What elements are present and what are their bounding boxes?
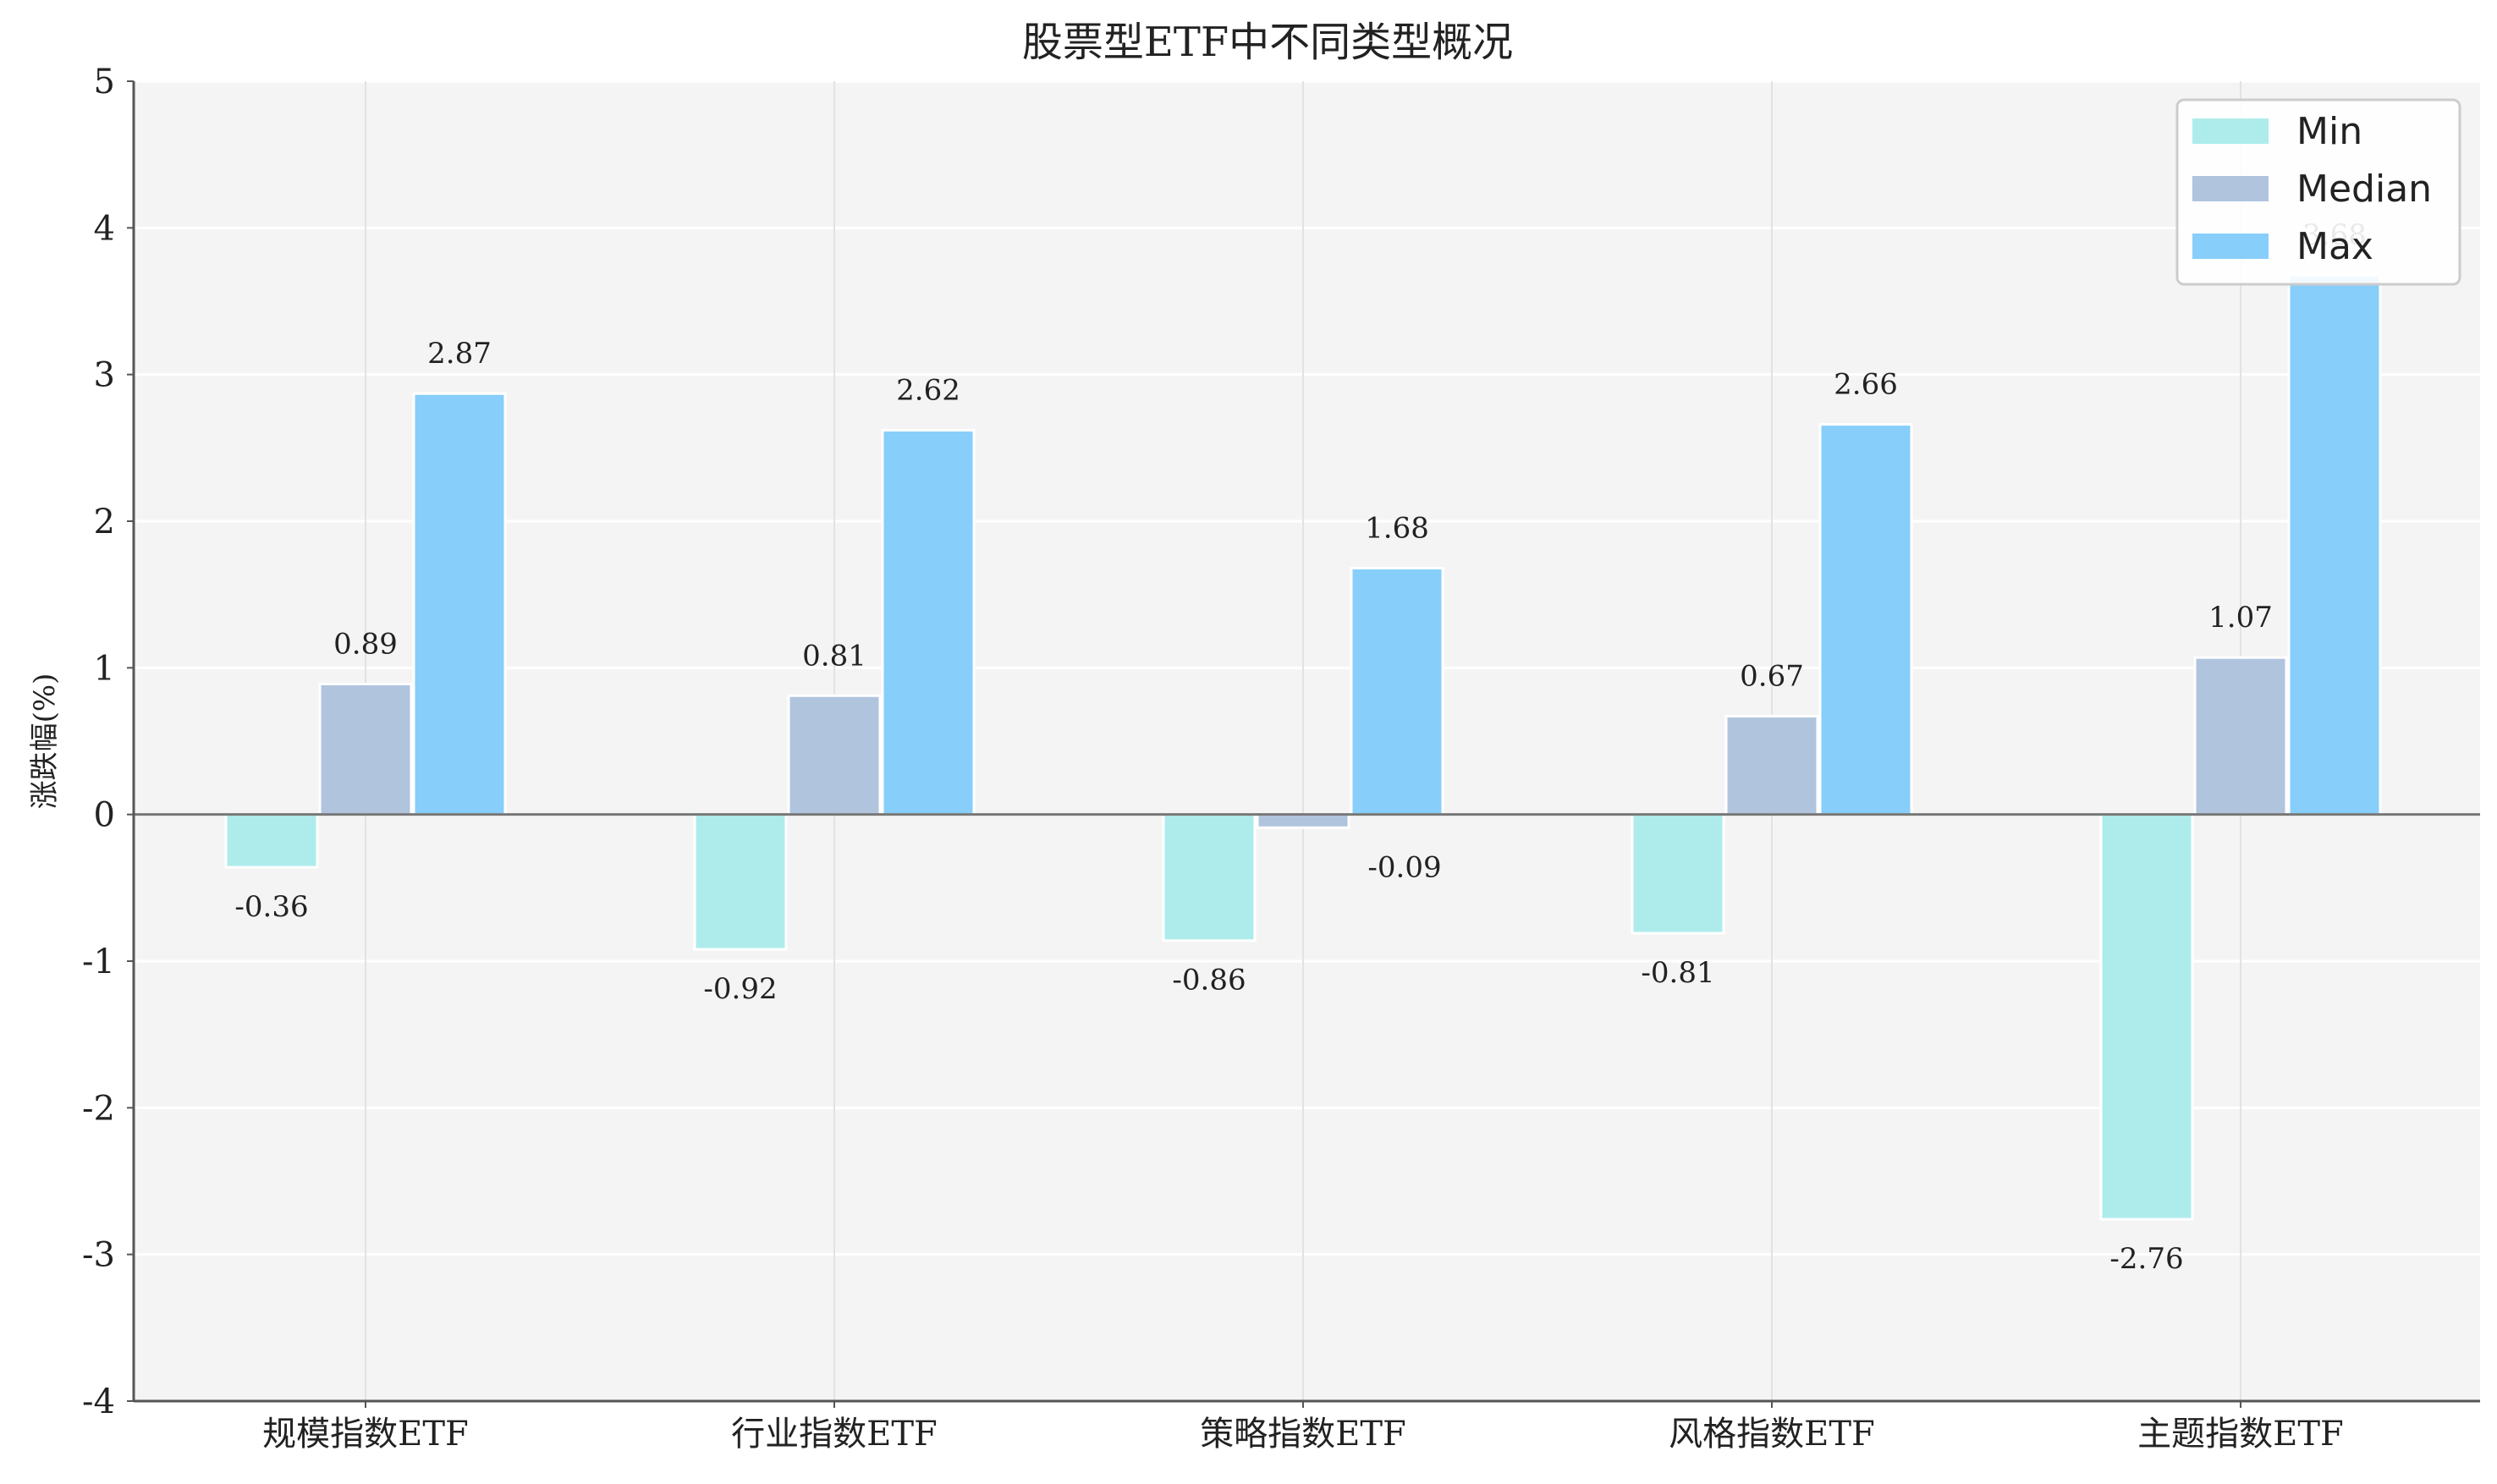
bar-min bbox=[693, 813, 788, 951]
data-label: -0.09 bbox=[1367, 850, 1441, 884]
plot-area bbox=[134, 81, 2480, 1401]
y-tick-label: 5 bbox=[94, 63, 115, 102]
data-label: 2.87 bbox=[427, 337, 492, 371]
bar-median bbox=[318, 682, 413, 816]
y-tick-label: 2 bbox=[94, 503, 115, 541]
bar-min bbox=[2099, 813, 2194, 1221]
y-tick-label: 1 bbox=[94, 649, 115, 688]
bar-max bbox=[1350, 566, 1444, 816]
bar-max bbox=[2287, 273, 2382, 816]
legend-label: Max bbox=[2296, 225, 2373, 268]
legend-swatch bbox=[2192, 118, 2269, 144]
bar-max bbox=[1818, 423, 1913, 816]
bar-min bbox=[1162, 813, 1257, 943]
legend-swatch bbox=[2192, 234, 2269, 259]
x-tick-label: 行业指数ETF bbox=[731, 1415, 938, 1454]
legend-label: Median bbox=[2296, 168, 2432, 211]
data-label: -0.36 bbox=[234, 890, 308, 924]
y-tick-label: -4 bbox=[82, 1382, 115, 1421]
bar-median bbox=[2193, 656, 2288, 816]
data-label: -0.86 bbox=[1172, 964, 1246, 998]
bar-min bbox=[1631, 813, 1725, 935]
data-label: 0.81 bbox=[802, 639, 866, 673]
bars-layer bbox=[224, 273, 2382, 1221]
y-tick-label: -2 bbox=[82, 1089, 115, 1128]
bar-median bbox=[1724, 715, 1819, 816]
x-tick-label: 主题指数ETF bbox=[2137, 1415, 2344, 1454]
y-tick-label: 0 bbox=[94, 796, 115, 835]
bar-max bbox=[881, 429, 976, 816]
bar-min bbox=[224, 813, 319, 869]
data-label: -0.81 bbox=[1641, 956, 1714, 990]
legend-label: Min bbox=[2296, 110, 2362, 153]
axes-layer: -4 -3 -2 -1 0 1 2 3 4 5 规模指数ETF 行业指数ETF 策略指数ETF 风格指数E… bbox=[82, 63, 2480, 1454]
y-tick-label: -1 bbox=[82, 943, 115, 981]
y-tick-label: -3 bbox=[82, 1236, 115, 1275]
bar-median bbox=[787, 694, 882, 816]
x-tick-label: 风格指数ETF bbox=[1669, 1415, 1875, 1454]
x-tick-label: 策略指数ETF bbox=[1200, 1415, 1406, 1454]
x-tick-label: 规模指数ETF bbox=[262, 1415, 469, 1454]
data-label: -2.76 bbox=[2109, 1242, 2183, 1276]
data-label: 2.62 bbox=[896, 374, 960, 408]
y-tick-label: 4 bbox=[94, 209, 115, 248]
data-label: 2.66 bbox=[1834, 368, 1898, 402]
data-label: 1.68 bbox=[1365, 511, 1429, 545]
data-label: 1.07 bbox=[2208, 601, 2273, 635]
data-label: 0.89 bbox=[333, 627, 398, 661]
legend: Min Median Max bbox=[2175, 98, 2461, 286]
bar-median bbox=[1256, 813, 1350, 829]
bar-max bbox=[412, 392, 507, 816]
y-axis-label: 涨跌幅(%) bbox=[28, 673, 62, 810]
y-tick-label: 3 bbox=[94, 356, 115, 395]
data-label: 0.67 bbox=[1740, 660, 1804, 694]
data-label: -0.92 bbox=[703, 972, 777, 1006]
legend-swatch bbox=[2192, 176, 2269, 201]
chart-title: 股票型ETF中不同类型概况 bbox=[1022, 19, 1513, 66]
